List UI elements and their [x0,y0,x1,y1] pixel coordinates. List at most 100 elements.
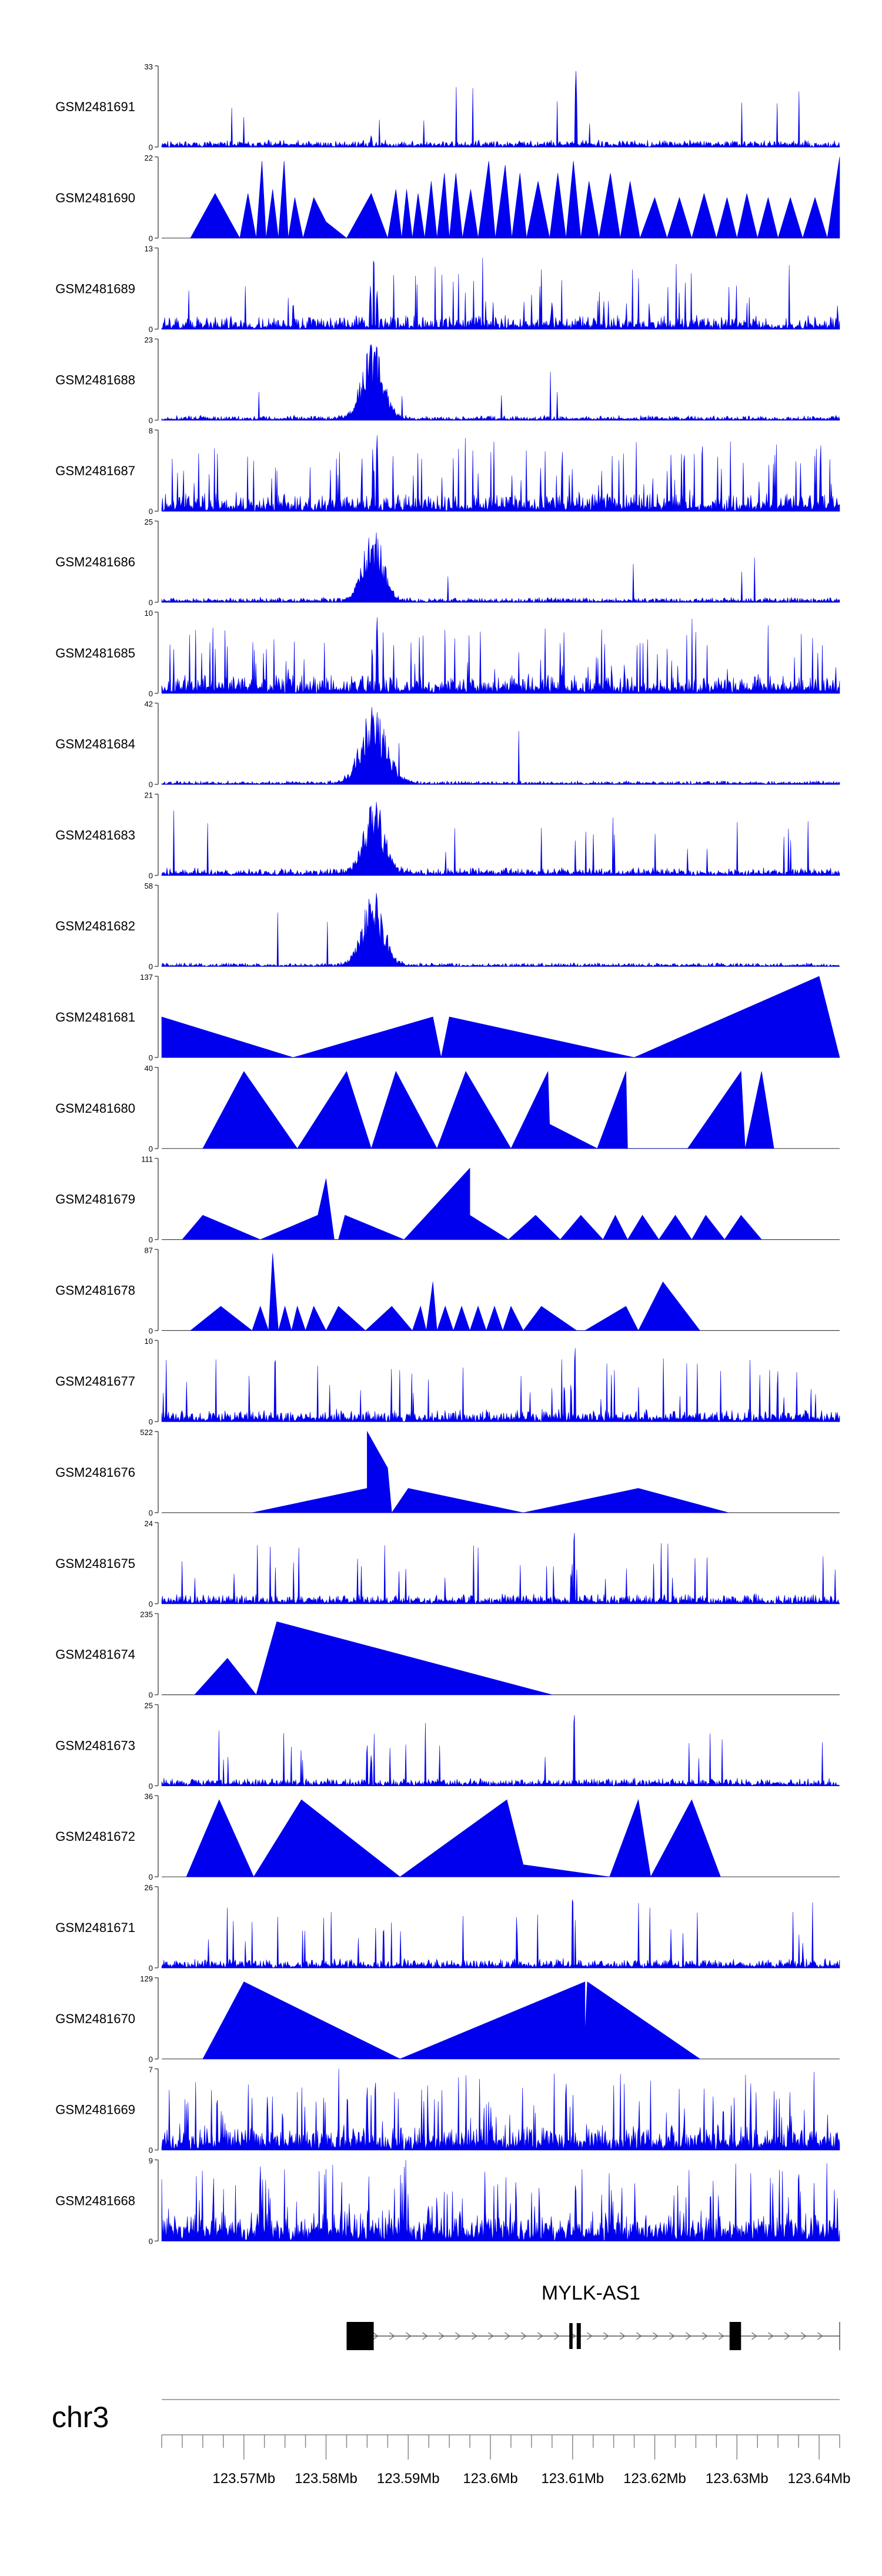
track-label: GSM2481679 [55,1192,135,1207]
track-ymax-label: 42 [145,700,153,709]
track-ymin-label: 0 [149,1964,153,1973]
gene-exon [569,2323,573,2349]
strand-chevron-icon [751,2332,757,2340]
track-ymin-label: 0 [149,1781,153,1790]
track-label: GSM2481688 [55,372,135,387]
strand-chevron-icon [669,2332,675,2340]
track-ymax-label: 13 [145,245,153,253]
track-ymax-label: 36 [145,1792,153,1801]
strand-chevron-icon [719,2332,724,2340]
track-ymax-label: 7 [149,2066,153,2074]
strand-chevron-icon [488,2332,494,2340]
track-GSM2481675: GSM2481675 24 0 [55,1519,840,1609]
track-ymax-label: 58 [145,882,153,890]
track-GSM2481676: GSM2481676 522 0 [55,1428,840,1517]
track-signal-area [161,1533,840,1604]
track-ymax-label: 137 [140,973,153,982]
strand-chevron-icon [784,2332,790,2340]
track-signal-area [161,893,840,967]
track-label: GSM2481668 [55,2193,135,2208]
track-signal-area [161,1899,840,1969]
track-label: GSM2481685 [55,646,135,660]
track-GSM2481680: GSM2481680 40 0 [55,1064,840,1153]
track-signal-area [161,976,840,1058]
track-ymax-label: 22 [145,154,153,162]
strand-chevron-icon [472,2332,477,2340]
track-ymin-label: 0 [149,2146,153,2155]
track-panel: GSM2481691330GSM2481690220GSM2481689130G… [55,62,840,2245]
strand-chevron-icon [389,2332,395,2340]
track-ymin-label: 0 [149,598,153,607]
track-ymax-label: 33 [145,62,153,71]
axis-tick-label: 123.63Mb [706,2471,769,2487]
track-GSM2481674: GSM2481674 235 0 [55,1610,840,1700]
strand-chevron-icon [653,2332,659,2340]
track-label: GSM2481690 [55,191,135,205]
track-ymin-label: 0 [149,416,153,425]
track-ymin-label: 0 [149,1509,153,1517]
strand-chevron-icon [373,2332,379,2340]
track-ymin-label: 0 [149,689,153,698]
track-signal-area [190,1253,701,1332]
track-label: GSM2481670 [55,2011,135,2026]
track-ymax-label: 9 [149,2156,153,2165]
track-label: GSM2481674 [55,1647,135,1662]
track-GSM2481686: GSM2481686 25 0 [55,518,840,607]
track-signal-area [161,1348,840,1423]
track-signal-area [161,2068,840,2151]
track-GSM2481677: GSM2481677 10 0 [55,1337,840,1426]
track-GSM2481679: GSM2481679 111 0 [55,1155,840,1244]
strand-chevron-icon [768,2332,774,2340]
track-ymin-label: 0 [149,1144,153,1153]
track-signal-area [202,1070,774,1149]
axis-tick-label: 123.59Mb [377,2471,440,2487]
track-ymin-label: 0 [149,871,153,880]
strand-chevron-icon [537,2332,543,2340]
track-ymax-label: 235 [140,1610,153,1619]
gene-exon [576,2323,581,2349]
gene-annotation-panel: MYLK-AS1 [346,2282,840,2350]
strand-chevron-icon [554,2332,560,2340]
track-label: GSM2481684 [55,737,135,752]
track-signal-area [161,435,840,512]
track-ymin-label: 0 [149,1873,153,1881]
track-GSM2481670: GSM2481670 129 0 [55,1974,840,2064]
track-signal-area [202,1981,701,2060]
strand-chevron-icon [686,2332,691,2340]
axis-tick-label: 123.58Mb [295,2471,358,2487]
track-ymax-label: 10 [145,1337,153,1346]
track-ymin-label: 0 [149,325,153,334]
track-label: GSM2481687 [55,463,135,478]
track-GSM2481681: GSM2481681 137 0 [55,973,840,1062]
track-GSM2481691: GSM2481691 33 0 [55,62,840,152]
track-ymax-label: 25 [145,1701,153,1710]
track-ymin-label: 0 [149,1691,153,1700]
track-ymin-label: 0 [149,1326,153,1335]
track-ymin-label: 0 [149,2237,153,2245]
track-ymax-label: 21 [145,790,153,799]
track-signal-area [161,344,840,421]
track-label: GSM2481671 [55,1920,135,1935]
track-GSM2481685: GSM2481685 10 0 [55,609,840,698]
axis-tick-label: 123.62Mb [623,2471,686,2487]
track-ymax-label: 23 [145,335,153,344]
track-label: GSM2481686 [55,555,135,569]
track-ymax-label: 129 [140,1974,153,1983]
track-ymax-label: 8 [149,426,153,435]
track-ymin-label: 0 [149,962,153,971]
track-signal-area [161,617,840,694]
gene-label: MYLK-AS1 [542,2282,640,2304]
track-ymax-label: 24 [145,1519,153,1528]
chromosome-label: chr3 [52,2401,109,2434]
track-ymin-label: 0 [149,234,153,243]
strand-chevron-icon [505,2332,510,2340]
track-signal-area [182,1167,762,1240]
strand-chevron-icon [455,2332,461,2340]
track-label: GSM2481680 [55,1101,135,1116]
track-GSM2481683: GSM2481683 21 0 [55,790,840,880]
gene-exon [729,2322,741,2350]
track-ymax-label: 87 [145,1246,153,1254]
strand-chevron-icon [439,2332,445,2340]
track-ymax-label: 522 [140,1428,153,1437]
